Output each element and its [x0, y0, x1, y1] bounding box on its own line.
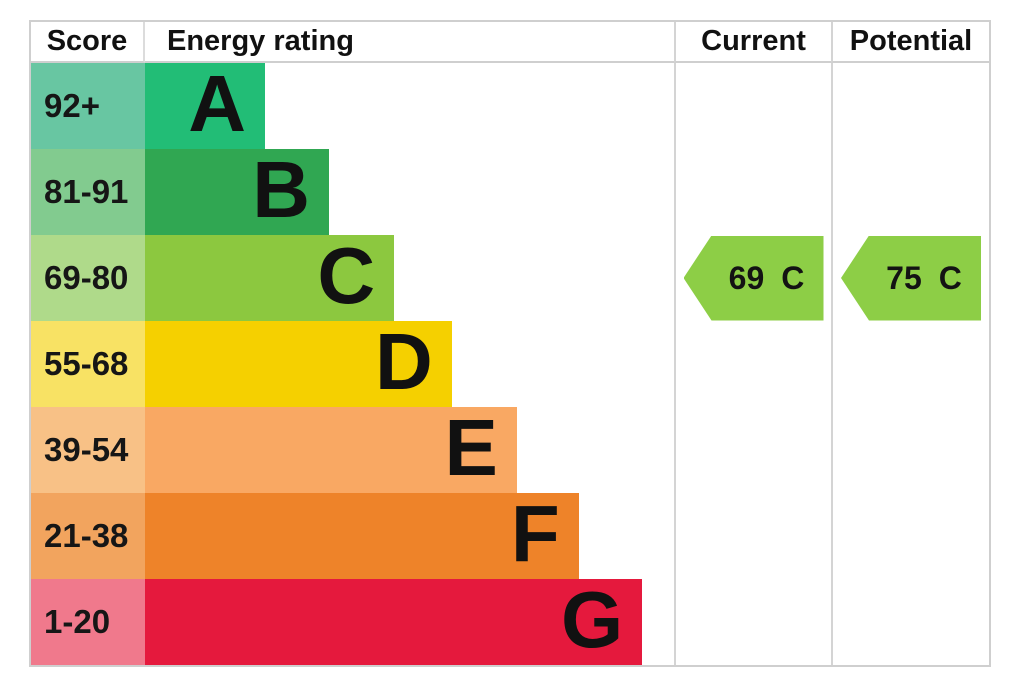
epc-chart: Score Energy rating Current Potential 92…	[29, 20, 991, 667]
score-range-c: 69-80	[31, 235, 145, 321]
rating-bar-a: A	[145, 63, 266, 149]
rating-bar-g: G	[145, 579, 643, 665]
rating-bar-d: D	[145, 321, 452, 407]
rating-letter-f: F	[510, 493, 560, 578]
current-header: Current	[674, 22, 831, 63]
rating-letter-d: D	[375, 321, 433, 406]
score-range-e: 39-54	[31, 407, 145, 493]
score-range-a: 92+	[31, 63, 145, 149]
score-range-b: 81-91	[31, 149, 145, 235]
epc-grid: Score Energy rating Current Potential 92…	[31, 22, 989, 665]
potential-header: Potential	[831, 22, 989, 63]
score-header: Score	[31, 22, 145, 63]
rating-bar-cell-e: E	[145, 407, 674, 493]
current-rating-band: C	[781, 259, 805, 296]
potential-rating-arrow: 75 C	[841, 235, 981, 321]
rating-bar-cell-g: G	[145, 579, 674, 665]
rating-letter-b: B	[252, 149, 311, 234]
current-cell-f	[674, 493, 831, 579]
potential-cell-f	[831, 493, 989, 579]
current-cell-c: 69 C	[674, 235, 831, 321]
score-range-g: 1-20	[31, 579, 145, 665]
current-cell-b	[674, 149, 831, 235]
rating-bar-cell-d: D	[145, 321, 674, 407]
rating-bar-cell-a: A	[145, 63, 674, 149]
current-rating-value: 69	[728, 259, 765, 296]
current-cell-a	[674, 63, 831, 149]
energy-rating-header: Energy rating	[145, 22, 674, 63]
current-cell-e	[674, 407, 831, 493]
rating-bar-e: E	[145, 407, 517, 493]
rating-letter-e: E	[444, 407, 498, 492]
rating-letter-g: G	[561, 579, 624, 664]
rating-bar-cell-b: B	[145, 149, 674, 235]
rating-bar-f: F	[145, 493, 579, 579]
rating-letter-a: A	[188, 63, 247, 148]
current-rating-arrow: 69 C	[683, 235, 824, 321]
score-range-d: 55-68	[31, 321, 145, 407]
potential-cell-b	[831, 149, 989, 235]
current-cell-g	[674, 579, 831, 665]
current-cell-d	[674, 321, 831, 407]
rating-bar-cell-f: F	[145, 493, 674, 579]
score-range-f: 21-38	[31, 493, 145, 579]
potential-cell-d	[831, 321, 989, 407]
potential-cell-c: 75 C	[831, 235, 989, 321]
rating-bar-b: B	[145, 149, 330, 235]
potential-cell-a	[831, 63, 989, 149]
rating-letter-c: C	[317, 235, 376, 320]
potential-cell-e	[831, 407, 989, 493]
rating-bar-cell-c: C	[145, 235, 674, 321]
potential-cell-g	[831, 579, 989, 665]
potential-rating-band: C	[938, 259, 962, 296]
rating-bar-c: C	[145, 235, 395, 321]
potential-rating-value: 75	[886, 259, 922, 296]
